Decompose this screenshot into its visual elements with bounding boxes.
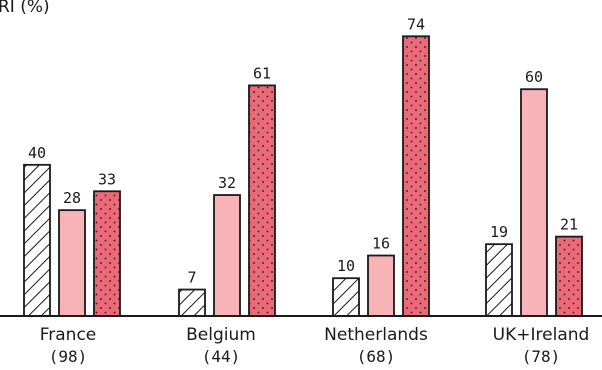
x-tick-label: France — [40, 325, 97, 345]
x-tick-label: Netherlands — [324, 325, 428, 345]
data-label: 7 — [187, 269, 196, 287]
data-label: 32 — [218, 174, 236, 192]
chart-title: RI (%) — [0, 0, 50, 17]
x-tick-label: UK+Ireland — [493, 325, 590, 345]
data-label: 10 — [337, 257, 355, 275]
bar-france-s1 — [23, 163, 51, 317]
x-tick-count-label: (44) — [202, 347, 241, 366]
bars-group — [23, 35, 583, 317]
x-tick-count-label: (68) — [357, 347, 396, 366]
bar-belgium-s3 — [248, 84, 276, 317]
data-label: 61 — [253, 64, 271, 82]
bar-uk-ireland-s2 — [520, 88, 548, 317]
data-label: 16 — [372, 235, 390, 253]
data-label: 74 — [407, 15, 425, 33]
data-label: 60 — [525, 68, 543, 86]
bar-uk-ireland-s1 — [485, 243, 513, 317]
category-labels-group: France (98) Belgium (44) Netherlands (68) UK+I… — [40, 325, 590, 366]
bar-uk-ireland-s3 — [555, 235, 583, 317]
bar-netherlands-s3 — [402, 35, 430, 317]
x-tick-count-label: (78) — [522, 347, 561, 366]
bar-belgium-s2 — [213, 194, 241, 317]
x-tick-count-label: (98) — [49, 347, 88, 366]
data-label: 28 — [63, 189, 81, 207]
data-label: 21 — [560, 216, 578, 234]
value-labels-group: 40 7 10 19 28 32 16 60 33 61 74 21 — [28, 15, 578, 286]
bar-belgium-s1 — [178, 288, 206, 317]
bar-netherlands-s1 — [332, 277, 360, 317]
data-label: 40 — [28, 144, 46, 162]
bar-netherlands-s2 — [367, 254, 395, 317]
data-label: 19 — [490, 223, 508, 241]
data-label: 33 — [98, 170, 116, 188]
bar-france-s3 — [93, 190, 121, 317]
x-tick-label: Belgium — [186, 325, 256, 345]
bar-france-s2 — [58, 209, 86, 317]
